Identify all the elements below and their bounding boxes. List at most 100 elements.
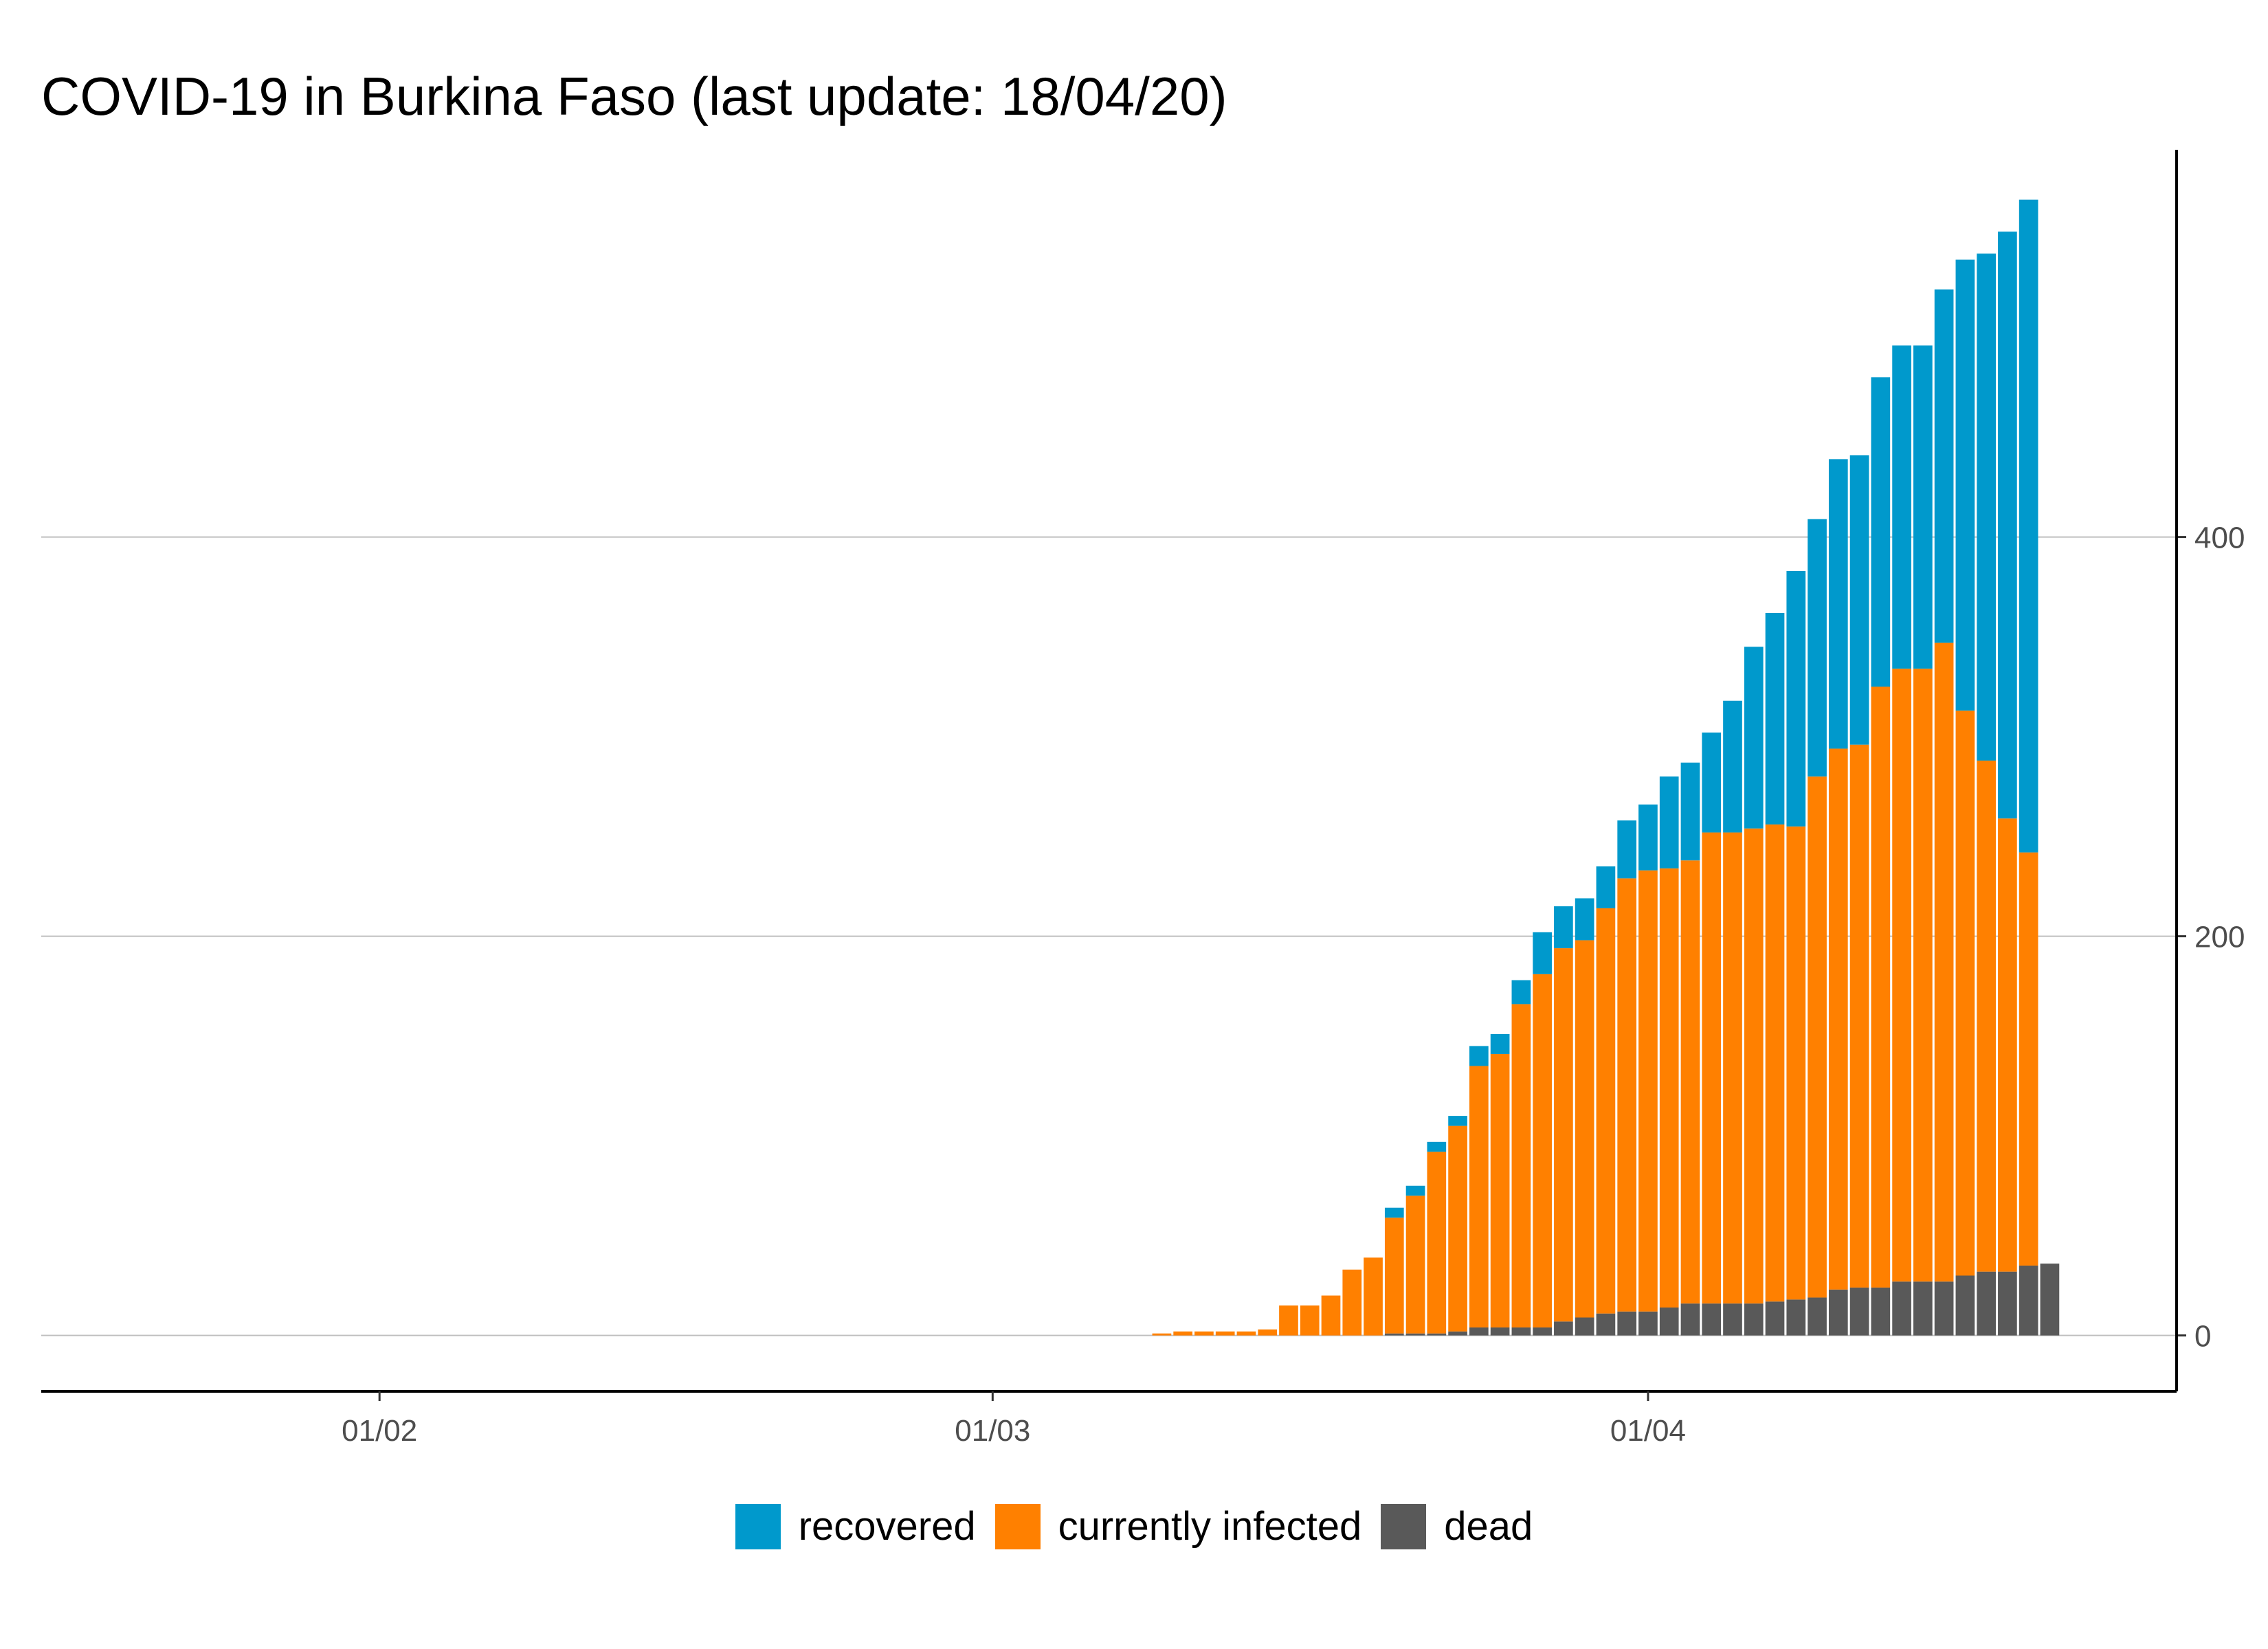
bar-infected-36 — [1913, 669, 1933, 1282]
bar-infected-39 — [1977, 760, 1996, 1272]
bar-infected-9 — [1342, 1269, 1362, 1336]
bar-infected-27 — [1723, 832, 1742, 1304]
bar-recovered-21 — [1596, 866, 1616, 908]
bar-recovered-30 — [1786, 570, 1806, 827]
x-tick-label-01/02: 01/02 — [342, 1414, 417, 1448]
bar-infected-5 — [1258, 1329, 1278, 1336]
bar-dead-29 — [1765, 1301, 1785, 1336]
bar-infected-18 — [1533, 974, 1552, 1328]
bar-dead-26 — [1702, 1303, 1722, 1336]
bar-recovered-26 — [1702, 732, 1722, 833]
bars — [1152, 199, 2060, 1336]
bar-recovered-14 — [1448, 1116, 1467, 1126]
bar-recovered-27 — [1723, 700, 1742, 833]
bar-recovered-28 — [1744, 647, 1764, 829]
y-tick-label-200: 200 — [2194, 921, 2245, 954]
bar-infected-2 — [1194, 1331, 1214, 1336]
x-tick-label-01/03: 01/03 — [955, 1414, 1030, 1448]
legend-item-dead: dead — [1381, 1503, 1533, 1549]
legend-swatch-recovered — [735, 1503, 781, 1549]
bar-infected-1 — [1173, 1331, 1193, 1336]
bar-recovered-36 — [1913, 345, 1933, 669]
bar-dead-41 — [2019, 1265, 2038, 1336]
bar-infected-0 — [1152, 1333, 1172, 1336]
bar-infected-32 — [1828, 748, 1848, 1290]
bar-recovered-33 — [1849, 455, 1869, 745]
bar-recovered-35 — [1892, 345, 1911, 669]
bar-dead-13 — [1427, 1333, 1447, 1336]
bar-infected-24 — [1659, 868, 1679, 1308]
bar-dead-19 — [1554, 1321, 1573, 1336]
legend-label-recovered: recovered — [798, 1504, 976, 1549]
bar-dead-20 — [1575, 1317, 1594, 1336]
bar-recovered-11 — [1384, 1207, 1404, 1218]
bar-dead-39 — [1977, 1271, 1996, 1336]
bar-infected-13 — [1427, 1152, 1447, 1334]
bar-recovered-25 — [1680, 762, 1700, 861]
bar-dead-37 — [1934, 1281, 1954, 1336]
bar-infected-29 — [1765, 824, 1785, 1302]
bar-recovered-24 — [1659, 776, 1679, 868]
bar-recovered-41 — [2019, 199, 2038, 853]
bar-infected-15 — [1469, 1066, 1489, 1328]
x-tick-label-01/04: 01/04 — [1610, 1414, 1686, 1448]
bar-infected-31 — [1808, 776, 1827, 1298]
bar-dead-38 — [1955, 1275, 1975, 1336]
bar-infected-33 — [1849, 744, 1869, 1288]
bar-recovered-29 — [1765, 612, 1785, 824]
bar-infected-28 — [1744, 828, 1764, 1304]
bar-dead-33 — [1849, 1287, 1869, 1336]
y-tick-label-0: 0 — [2194, 1320, 2211, 1354]
bar-recovered-12 — [1405, 1185, 1425, 1196]
y-tick-label-400: 400 — [2194, 521, 2245, 555]
bar-infected-22 — [1617, 878, 1637, 1312]
bar-recovered-34 — [1871, 377, 1891, 687]
bar-recovered-40 — [1998, 232, 2017, 819]
bar-infected-21 — [1596, 908, 1616, 1314]
legend-swatch-dead — [1381, 1503, 1427, 1549]
bar-infected-7 — [1300, 1305, 1320, 1336]
bar-recovered-37 — [1934, 289, 1954, 643]
legend-item-currently-infected: currently infected — [994, 1503, 1361, 1549]
bar-infected-19 — [1554, 948, 1573, 1322]
bar-infected-11 — [1384, 1218, 1404, 1334]
bar-dead-40 — [1998, 1271, 2017, 1336]
legend-item-recovered: recovered — [735, 1503, 976, 1549]
bar-recovered-38 — [1955, 259, 1975, 711]
bar-dead-22 — [1617, 1311, 1637, 1336]
legend-swatch-currently-infected — [994, 1503, 1041, 1549]
bar-infected-35 — [1892, 669, 1911, 1282]
bar-dead-27 — [1723, 1303, 1742, 1336]
axes: 0 200 400 01/02 01/03 01/04 — [41, 150, 2245, 1448]
legend-label-dead: dead — [1444, 1504, 1533, 1549]
bar-infected-3 — [1215, 1331, 1235, 1336]
bar-infected-38 — [1955, 710, 1975, 1276]
bar-dead-24 — [1659, 1307, 1679, 1336]
bar-dead-42 — [2040, 1264, 2060, 1336]
bar-infected-16 — [1490, 1054, 1510, 1328]
bar-dead-18 — [1533, 1327, 1552, 1336]
bar-infected-41 — [2019, 852, 2038, 1266]
bar-infected-20 — [1575, 940, 1594, 1318]
bar-dead-36 — [1913, 1281, 1933, 1336]
bar-recovered-39 — [1977, 254, 1996, 761]
bar-recovered-15 — [1469, 1046, 1489, 1066]
bar-infected-4 — [1236, 1331, 1256, 1336]
bar-dead-11 — [1384, 1333, 1404, 1336]
bar-dead-31 — [1808, 1297, 1827, 1336]
bar-recovered-16 — [1490, 1033, 1510, 1055]
bar-dead-32 — [1828, 1289, 1848, 1336]
legend: recovered currently infected dead — [0, 1503, 2268, 1549]
bar-recovered-20 — [1575, 898, 1594, 941]
bar-infected-10 — [1364, 1257, 1383, 1336]
bar-infected-25 — [1680, 860, 1700, 1304]
bar-dead-35 — [1892, 1281, 1911, 1336]
bar-infected-6 — [1279, 1305, 1298, 1336]
bar-infected-26 — [1702, 832, 1722, 1304]
bar-recovered-22 — [1617, 820, 1637, 879]
bar-dead-17 — [1511, 1327, 1531, 1336]
bar-dead-21 — [1596, 1313, 1616, 1336]
bar-dead-14 — [1448, 1331, 1467, 1336]
bar-infected-40 — [1998, 818, 2017, 1272]
